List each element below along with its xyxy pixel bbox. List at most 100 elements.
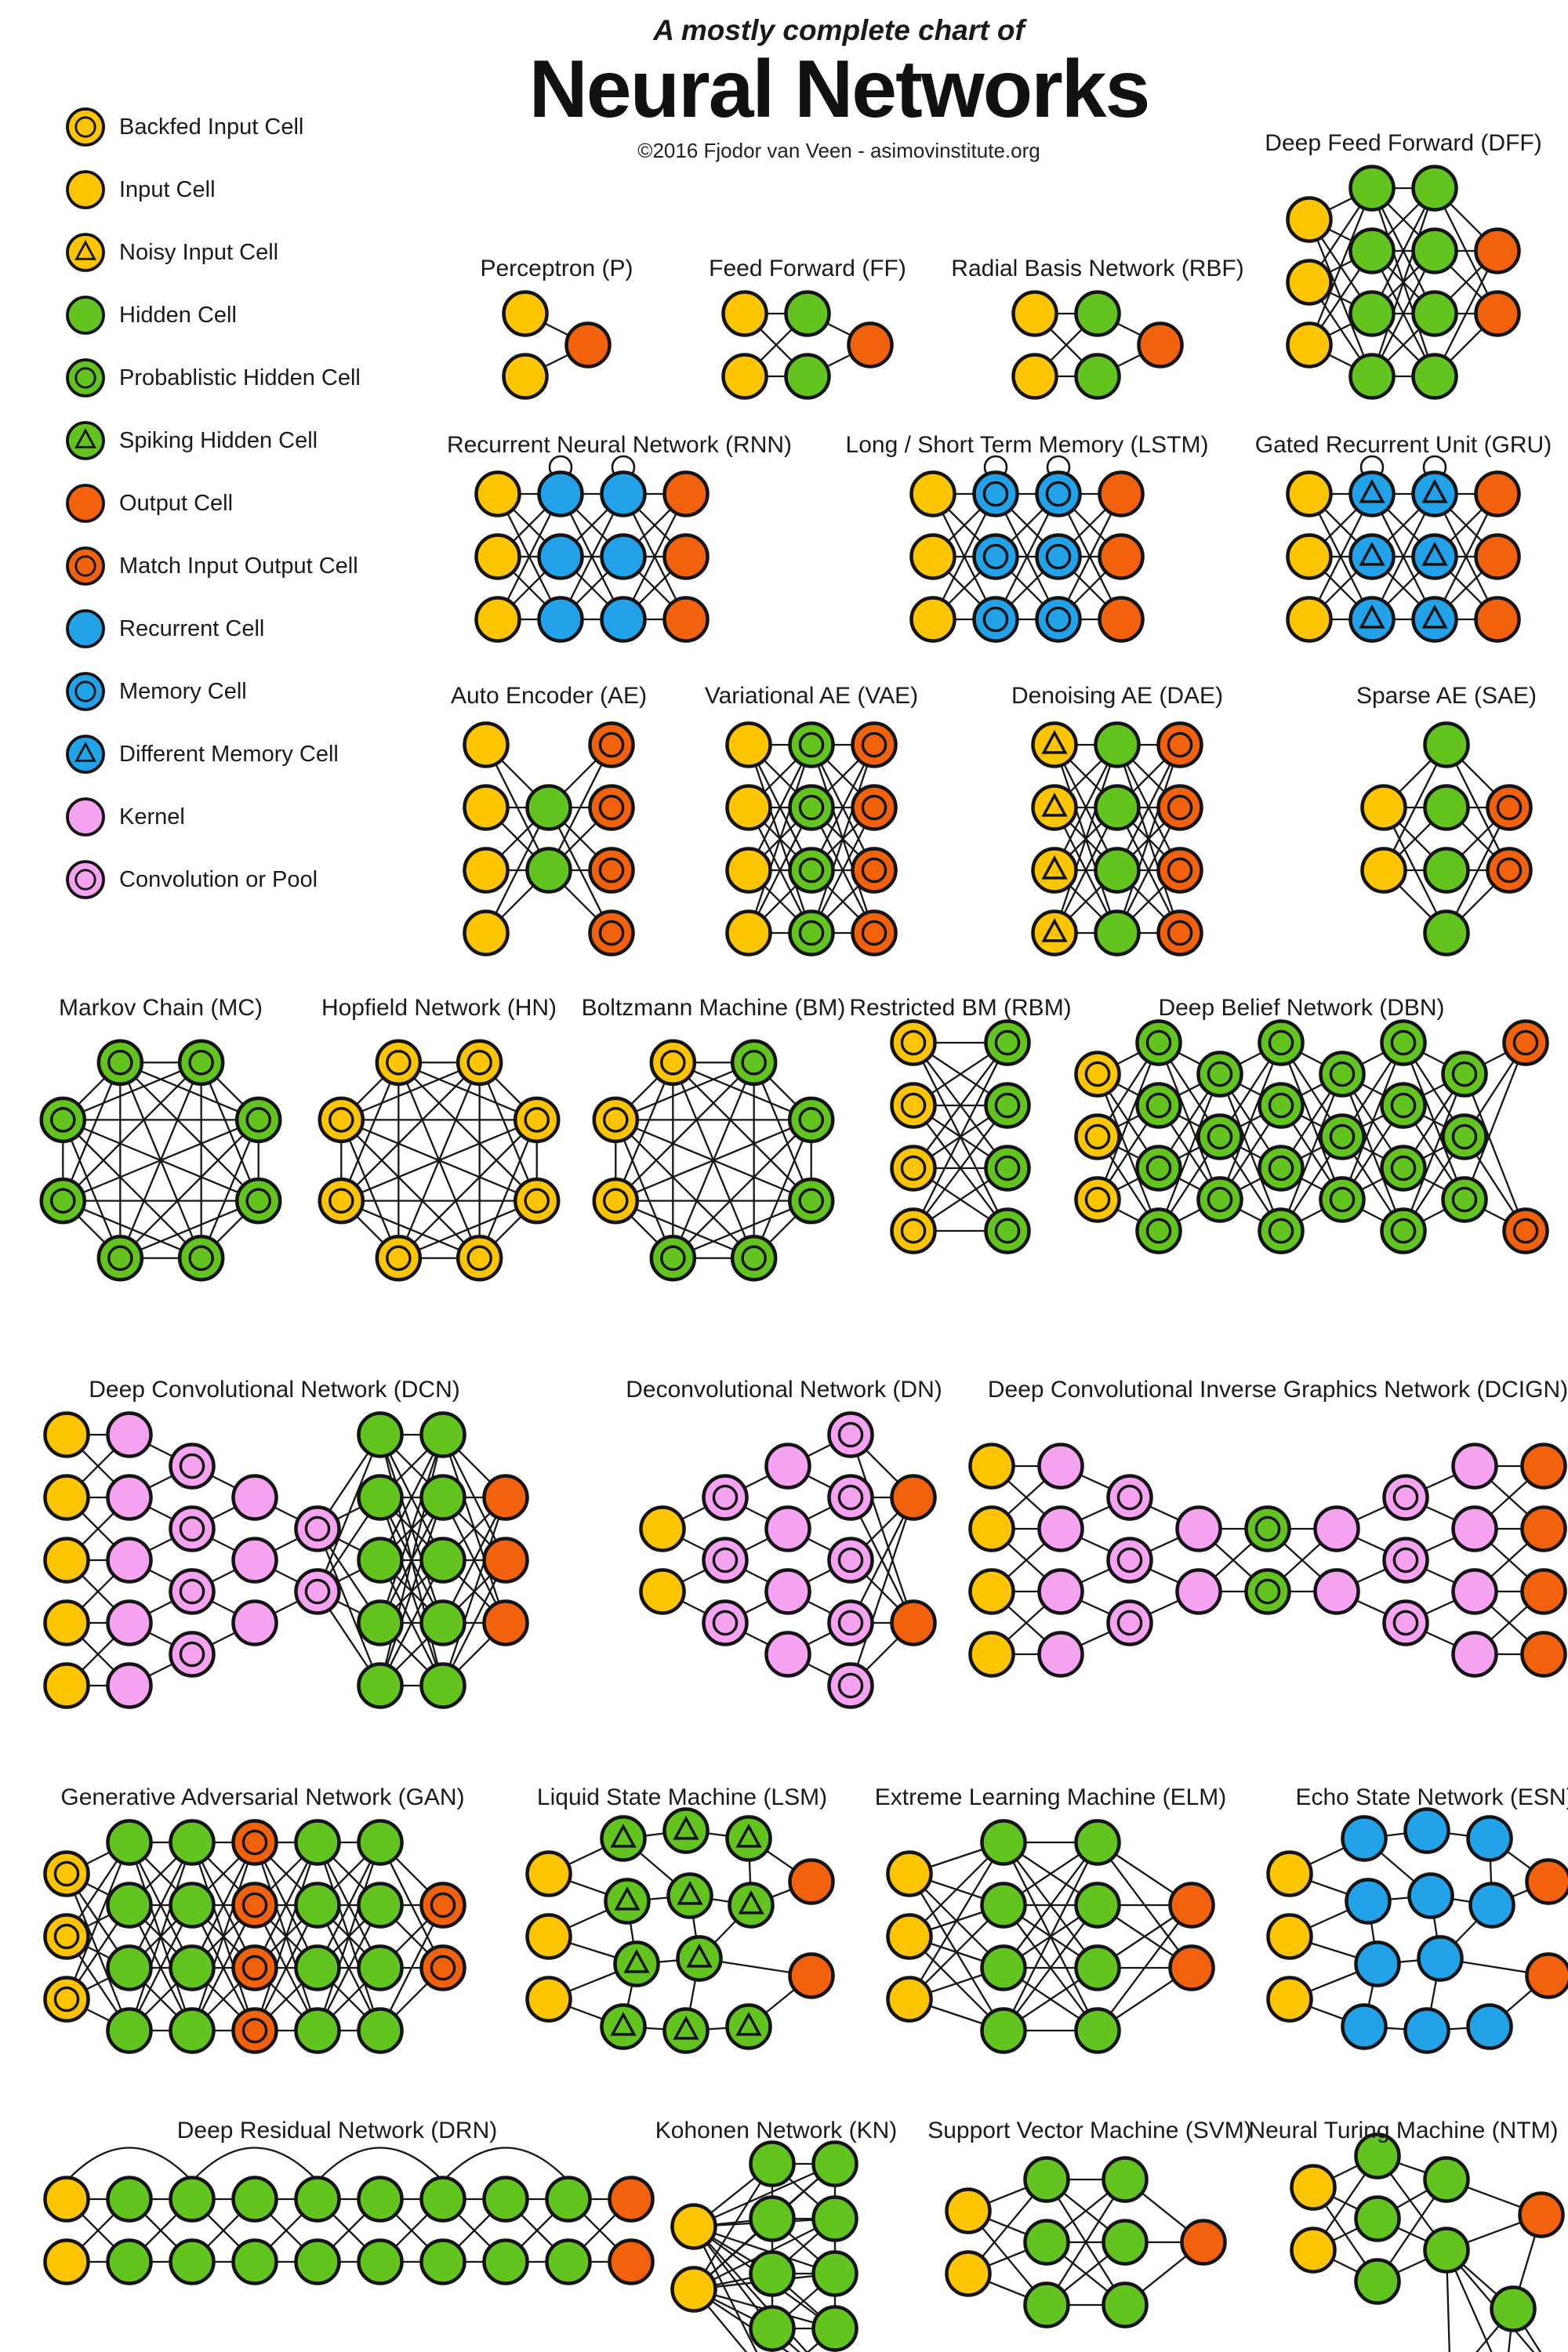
kernel-cell bbox=[106, 1411, 153, 1458]
network-vae: Variational AE (VAE) bbox=[705, 683, 918, 956]
hidden-cell bbox=[169, 2176, 216, 2223]
connection-line bbox=[1003, 1904, 1098, 2031]
network-ae: Auto Encoder (AE) bbox=[451, 683, 647, 956]
hidden-cell bbox=[1074, 1944, 1121, 1991]
input-cell bbox=[1266, 1913, 1313, 1960]
memory-cell bbox=[1035, 533, 1082, 580]
recurrent-icon bbox=[66, 609, 105, 648]
kernel-cell bbox=[764, 1443, 811, 1490]
connection-line bbox=[1157, 1073, 1221, 1232]
legend-item-hidden: Hidden Cell bbox=[63, 284, 361, 347]
kernel-cell bbox=[66, 797, 105, 837]
network-title-gan: Generative Adversarial Network (GAN) bbox=[60, 1784, 464, 1810]
hidden-cell bbox=[1023, 2281, 1070, 2328]
kernel-cell bbox=[231, 1599, 278, 1646]
connection-line bbox=[62, 1062, 202, 1202]
kernel-cell bbox=[106, 1599, 153, 1646]
recurrent-cell bbox=[1341, 2003, 1388, 2050]
connection-line bbox=[1308, 187, 1374, 346]
hidden-cell bbox=[169, 2238, 216, 2285]
hidden-cell bbox=[1411, 290, 1458, 337]
input-cell bbox=[525, 1850, 572, 1897]
connection-line bbox=[1053, 807, 1119, 934]
network-title-vae: Variational AE (VAE) bbox=[705, 683, 918, 709]
legend-label: Match Input Output Cell bbox=[119, 553, 358, 579]
backfed-cell bbox=[890, 1019, 937, 1066]
backfed-cell bbox=[1074, 1176, 1121, 1223]
prob-hidden-cell bbox=[1441, 1051, 1488, 1098]
hidden-cell bbox=[749, 2250, 796, 2297]
hidden-cell bbox=[294, 2238, 341, 2285]
hidden-cell bbox=[294, 2007, 341, 2054]
legend-label: Recurrent Cell bbox=[119, 615, 265, 641]
conv-pool-cell bbox=[169, 1443, 216, 1490]
connection-line bbox=[547, 744, 613, 871]
input-cell bbox=[43, 1411, 90, 1458]
kernel-cell bbox=[1451, 1631, 1498, 1678]
recurrent-cell bbox=[1468, 1882, 1515, 1929]
match-io-cell bbox=[419, 1882, 466, 1929]
connection-line bbox=[672, 1062, 812, 1202]
prob-hidden-cell bbox=[1258, 1019, 1305, 1066]
input-cell bbox=[725, 721, 772, 768]
input-cell bbox=[968, 1568, 1015, 1615]
connection-line bbox=[128, 1904, 194, 2031]
connection-line bbox=[753, 1062, 812, 1202]
backfed-icon bbox=[66, 107, 105, 147]
connection-line bbox=[912, 1042, 1009, 1232]
connection-line bbox=[913, 1105, 1008, 1232]
kernel-cell bbox=[1175, 1505, 1222, 1552]
output-cell bbox=[1520, 1631, 1567, 1678]
connection-line bbox=[672, 1200, 812, 1259]
hidden-cell bbox=[231, 2176, 278, 2223]
prob-hidden-cell bbox=[1244, 1505, 1291, 1552]
network-title-dcign: Deep Convolutional Inverse Graphics Netw… bbox=[988, 1377, 1568, 1403]
hidden-cell bbox=[357, 1411, 404, 1458]
prob-hidden-cell bbox=[1441, 1176, 1488, 1223]
network-title-ae: Auto Encoder (AE) bbox=[451, 683, 647, 709]
hidden-cell bbox=[419, 1662, 466, 1709]
connection-line bbox=[615, 1200, 755, 1259]
noisy-input-cell bbox=[66, 233, 105, 272]
output-cell bbox=[66, 484, 105, 523]
kernel-cell bbox=[1037, 1505, 1084, 1552]
prob-hidden-cell bbox=[1380, 1082, 1427, 1129]
diff-memory-icon bbox=[66, 735, 105, 774]
hidden-cell bbox=[357, 2238, 404, 2285]
legend-item-memory: Memory Cell bbox=[63, 660, 361, 723]
input-cell bbox=[43, 1662, 90, 1709]
match-io-cell bbox=[1502, 1207, 1549, 1254]
output-cell bbox=[890, 1474, 937, 1521]
output-cell bbox=[1137, 321, 1184, 368]
hidden-cell bbox=[482, 2238, 529, 2285]
kernel-cell bbox=[1037, 1568, 1084, 1615]
diff-memory-cell bbox=[1411, 596, 1458, 643]
hidden-cell bbox=[419, 2238, 466, 2285]
connection-line bbox=[913, 1042, 1008, 1169]
diff-memory-cell bbox=[66, 735, 105, 774]
prob-hidden-cell bbox=[730, 1039, 778, 1087]
spiking-hidden-cell bbox=[600, 2003, 647, 2050]
backfed-cell bbox=[513, 1096, 561, 1144]
kernel-cell bbox=[1037, 1443, 1084, 1490]
recurrent-cell bbox=[537, 596, 584, 643]
backfed-cell bbox=[592, 1096, 640, 1144]
match-io-cell bbox=[1502, 1019, 1549, 1066]
network-title-rnn: Recurrent Neural Network (RNN) bbox=[447, 432, 792, 458]
input-cell bbox=[66, 170, 105, 209]
backfed-cell bbox=[43, 1850, 90, 1897]
hidden-cell bbox=[106, 1819, 153, 1866]
hidden-cell bbox=[1411, 353, 1458, 400]
network-esn: Echo State Network (ESN) bbox=[1266, 1784, 1568, 2054]
connection-line bbox=[615, 1119, 755, 1259]
prob-hidden-cell bbox=[1258, 1145, 1305, 1192]
hidden-cell bbox=[106, 2176, 153, 2223]
prob-hidden-cell bbox=[1380, 1207, 1427, 1254]
connection-line bbox=[810, 744, 876, 871]
backfed-cell bbox=[1074, 1113, 1121, 1160]
connection-line bbox=[693, 2162, 836, 2228]
connection-line bbox=[1097, 1904, 1192, 2031]
match-io-cell bbox=[851, 721, 898, 768]
backfed-cell bbox=[649, 1039, 697, 1087]
legend-item-kernel: Kernel bbox=[63, 786, 361, 848]
